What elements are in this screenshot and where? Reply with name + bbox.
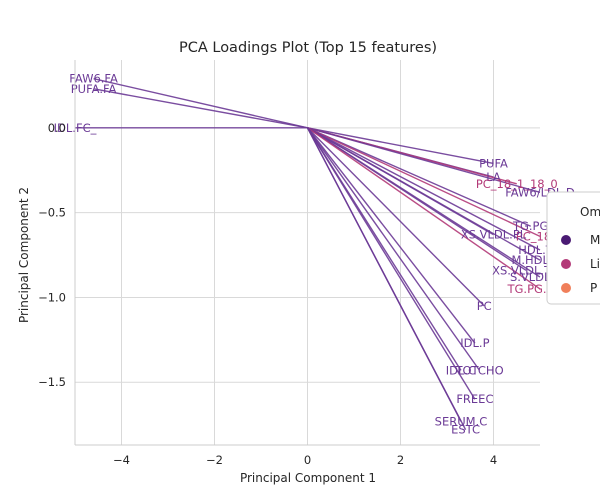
legend-title: Om [580, 205, 600, 219]
loading-vector [93, 77, 308, 129]
legend: Om M Li P [546, 191, 600, 305]
loading-label: XS.VLDL.TG [492, 263, 560, 277]
loading-vector [307, 127, 541, 278]
loading-vector [307, 127, 531, 227]
axis-layer: −4 −2 0 2 4 0.0 −0.5 −1.0 −1.5 [38, 60, 540, 467]
loading-label: PUFA.FA [71, 82, 117, 96]
legend-marker [561, 235, 571, 245]
legend-entry-label: Li [590, 257, 600, 271]
loading-vector [306, 127, 481, 371]
loading-label: ESTC [451, 423, 480, 437]
legend-box [546, 191, 600, 305]
loading-label: PC [477, 299, 492, 313]
loading-label: TOTCHO [454, 363, 503, 377]
loading-vector [93, 88, 308, 129]
loading-vector [307, 127, 541, 251]
legend-entry-label: P [590, 281, 597, 295]
chart-title: PCA Loadings Plot (Top 15 features) [179, 40, 437, 56]
loading-label: TG.PG [512, 219, 548, 233]
loading-vector [307, 127, 541, 261]
loading-vector [307, 127, 494, 165]
loading-label: PUFA [479, 156, 508, 170]
loading-label: IDL.C [446, 363, 476, 377]
y-tick-label: −0.5 [38, 206, 66, 220]
loading-vector [306, 127, 476, 344]
y-tick-label: 0.0 [48, 121, 66, 135]
x-tick-label: 0 [304, 453, 311, 467]
legend-marker [561, 259, 571, 269]
loading-label: LA [486, 170, 501, 184]
loading-vector [307, 127, 541, 290]
legend-entries: M Li P [561, 233, 600, 295]
label-layer: FAW6.FAPUFA.FAIDL.FC_PUFALAPC_18_1_18_0F… [54, 72, 575, 437]
x-axis-label: Principal Component 1 [240, 471, 376, 485]
loading-vector [307, 127, 485, 307]
x-tick-label: −4 [113, 453, 130, 467]
loading-vector [307, 127, 541, 238]
loading-vector [307, 127, 541, 193]
loading-vector [306, 127, 476, 400]
loading-label: IDL.P [460, 336, 489, 350]
legend-entry-label: M [590, 233, 600, 247]
y-tick-label: −1.5 [38, 375, 66, 389]
y-axis-label: Principal Component 2 [17, 187, 31, 323]
loading-vector [306, 127, 467, 431]
legend-marker [561, 283, 571, 293]
loading-label: PC_18_1_18_0 [476, 177, 558, 191]
y-tick-label: −1.0 [38, 290, 66, 304]
loading-label: FREEC [456, 392, 493, 406]
loading-label: SERUM.C [435, 414, 488, 428]
loading-label: FAW6.FA [69, 72, 118, 86]
x-tick-label: 2 [397, 453, 404, 467]
vector-layer [75, 77, 541, 431]
x-tick-label: −2 [206, 453, 223, 467]
loading-label: XS.VLDL.PL [461, 228, 527, 242]
x-tick-label: 4 [490, 453, 497, 467]
